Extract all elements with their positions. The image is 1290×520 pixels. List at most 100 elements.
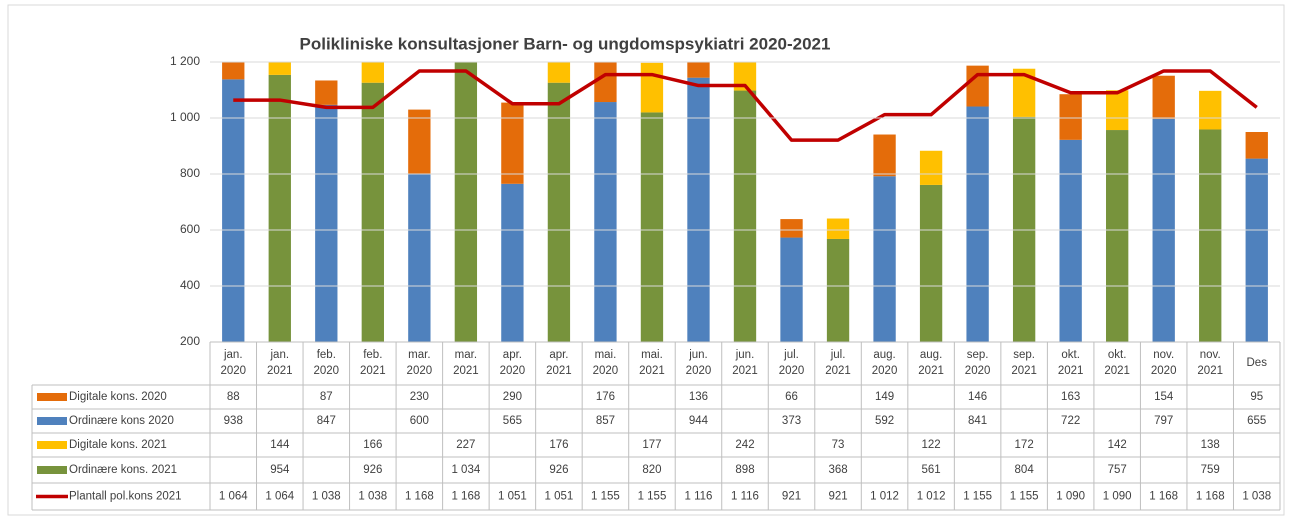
table-cell: 1 034 [451, 464, 480, 476]
bar [873, 176, 896, 342]
table-cell: 1 090 [1103, 491, 1132, 503]
table-cell: 122 [921, 439, 940, 451]
table-cell: 87 [320, 391, 333, 403]
bar [873, 134, 896, 177]
table-cell: 1 038 [312, 491, 341, 503]
table-cell: 1 038 [1242, 491, 1271, 503]
bar [1199, 90, 1222, 130]
bar [687, 77, 710, 342]
table-cell: 565 [503, 415, 522, 427]
bar [268, 62, 291, 75]
legend-key [37, 466, 67, 474]
table-cell: 804 [1015, 464, 1035, 476]
table-cell: 1 116 [685, 491, 713, 503]
table-cell: 921 [828, 491, 847, 503]
table-cell: 138 [1201, 439, 1220, 451]
bar [640, 112, 664, 342]
bar [919, 184, 943, 342]
table-cell: 1 090 [1056, 491, 1085, 503]
table-cell: 1 051 [545, 491, 574, 503]
x-tick-label: mar. 2020 [407, 349, 433, 377]
table-cell: 600 [410, 415, 429, 427]
bar [1245, 158, 1268, 342]
table-cell: 172 [1015, 439, 1034, 451]
table-cell: 373 [782, 415, 801, 427]
table-cell: 1 012 [917, 491, 946, 503]
table-cell: 841 [968, 415, 987, 427]
table-cell: 655 [1247, 415, 1266, 427]
bar [547, 62, 571, 83]
table-cell: 1 155 [963, 491, 992, 503]
y-tick-label: 1 000 [170, 110, 200, 124]
bar [733, 62, 757, 91]
table-cell: 1 064 [219, 491, 248, 503]
x-tick-label: mai. 2021 [639, 349, 665, 377]
bar [1059, 94, 1082, 140]
bar [501, 183, 524, 342]
x-tick-label: aug. 2021 [918, 349, 944, 377]
table-cell: 1 116 [731, 491, 759, 503]
bar [780, 219, 803, 238]
x-tick-label: feb. 2021 [360, 349, 386, 377]
x-tick-label: jun. 2020 [686, 349, 712, 377]
table-cell: 176 [596, 391, 615, 403]
bar [640, 62, 664, 113]
bar [454, 62, 478, 342]
table-cell: 177 [642, 439, 661, 451]
x-tick-label: nov. 2021 [1197, 349, 1223, 377]
line-series [233, 69, 1258, 142]
table-cell: 1 051 [498, 491, 527, 503]
y-tick-label: 200 [180, 334, 200, 348]
table-cell: 144 [270, 439, 290, 451]
table-cell: 1 168 [1149, 491, 1178, 503]
bar [222, 62, 245, 80]
table-cell: 847 [317, 415, 336, 427]
bar [547, 82, 571, 342]
bar [919, 150, 943, 185]
bar [501, 102, 524, 184]
table-cell: 73 [832, 439, 845, 451]
table-cell: 926 [549, 464, 568, 476]
bar [222, 79, 245, 342]
bar [1199, 129, 1222, 342]
table-cell: 230 [410, 391, 429, 403]
table-cell: 954 [270, 464, 290, 476]
table-cell: 797 [1154, 415, 1173, 427]
x-tick-label: jul. 2021 [825, 349, 851, 377]
table-cell: 149 [875, 391, 894, 403]
x-tick-label: jun. 2021 [732, 349, 758, 377]
table-cell: 1 168 [405, 491, 434, 503]
bar [1152, 75, 1175, 119]
table-cell: 757 [1108, 464, 1127, 476]
bar [687, 62, 710, 78]
x-tick-label: aug. 2020 [872, 349, 898, 377]
legend-label: Digitale kons. 2021 [69, 439, 167, 451]
x-tick-label: okt. 2021 [1058, 349, 1084, 377]
table-cell: 1 064 [265, 491, 294, 503]
bar [1059, 139, 1082, 342]
bar [408, 174, 431, 342]
bar [594, 102, 617, 342]
table-cell: 1 155 [1010, 491, 1039, 503]
legend-key [37, 417, 67, 425]
table-cell: 242 [735, 439, 754, 451]
table-cell: 1 038 [358, 491, 387, 503]
x-tick-label: mai. 2020 [593, 349, 619, 377]
table-cell: 163 [1061, 391, 1080, 403]
legend-label: Ordinære kons 2020 [69, 415, 174, 427]
plot-area [222, 62, 1268, 342]
x-tick-label: sep. 2021 [1011, 349, 1037, 377]
bar [1106, 130, 1129, 342]
table-cell: 938 [224, 415, 243, 427]
x-tick-label: Des [1247, 357, 1268, 369]
x-tick-label: okt. 2021 [1104, 349, 1130, 377]
legend-key [37, 441, 67, 449]
chart-title: Polikliniske konsultasjoner Barn- og ung… [300, 34, 831, 53]
table-cell: 926 [363, 464, 382, 476]
y-tick-label: 600 [180, 222, 200, 236]
legend-label: Digitale kons. 2020 [69, 391, 167, 403]
table-cell: 857 [596, 415, 615, 427]
table-cell: 176 [549, 439, 568, 451]
table-cell: 1 155 [591, 491, 620, 503]
